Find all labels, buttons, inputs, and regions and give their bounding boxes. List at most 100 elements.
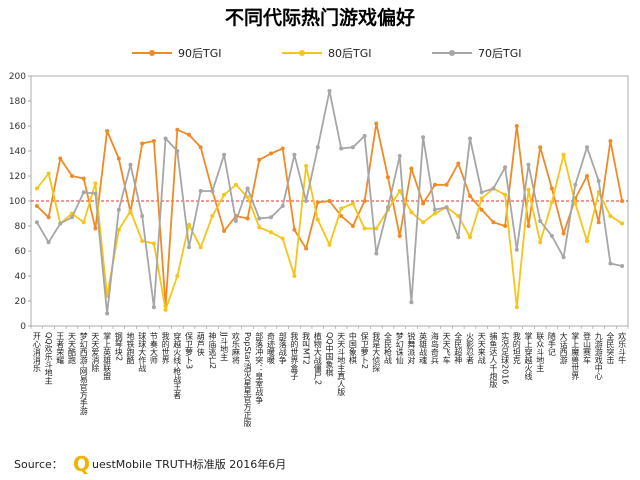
y-tick-label: 100 <box>9 197 26 207</box>
data-point <box>350 201 355 206</box>
data-point <box>397 189 402 193</box>
data-point <box>315 145 320 150</box>
data-point <box>280 204 285 208</box>
data-point <box>538 219 543 223</box>
data-point <box>128 162 133 167</box>
category-label: 梦幻诛仙 <box>395 332 404 365</box>
data-point <box>374 226 379 231</box>
data-point <box>608 214 613 218</box>
data-point <box>468 235 472 240</box>
data-point <box>350 145 355 150</box>
legend-marker <box>449 50 455 56</box>
data-point <box>549 200 554 205</box>
data-point <box>245 216 250 221</box>
legend-label: 70后TGI <box>478 47 521 60</box>
series-70后TGI <box>34 89 625 316</box>
data-point <box>140 214 145 218</box>
data-point <box>339 146 344 151</box>
category-label: 九游游戏中心 <box>594 332 603 380</box>
category-label: 大话西游 <box>559 331 568 365</box>
series-80后TGI <box>34 152 625 312</box>
category-label: 全民枪战 <box>384 331 393 365</box>
category-label: 联众斗地主 <box>536 332 545 372</box>
data-point <box>151 139 156 143</box>
data-point <box>140 141 145 146</box>
data-point <box>432 182 437 187</box>
data-point <box>93 181 98 186</box>
data-point <box>70 174 74 178</box>
data-point <box>222 229 227 233</box>
data-point <box>350 224 355 228</box>
data-point <box>187 132 191 137</box>
category-label: 掌上穿越火线 <box>524 331 533 380</box>
data-point <box>210 214 215 218</box>
y-tick-label: 140 <box>9 147 26 157</box>
data-point <box>269 151 273 156</box>
data-point <box>81 190 86 195</box>
data-point <box>456 235 461 240</box>
category-label: 保卫萝卜3 <box>185 331 194 369</box>
category-label: 我是大侦探 <box>372 331 381 372</box>
category-label: 英雄战魂 <box>419 331 428 365</box>
data-point <box>58 221 63 226</box>
data-point <box>233 219 238 223</box>
data-point <box>315 200 320 205</box>
category-label: 中国象棋 <box>348 331 357 365</box>
category-label: 部落战争 <box>278 331 287 365</box>
data-point <box>409 210 414 215</box>
category-label: 实况足球2016 <box>501 331 510 384</box>
data-point <box>549 234 554 238</box>
data-point <box>503 165 508 170</box>
category-label: 锐舞派对 <box>407 331 416 364</box>
category-label: 我的世界 <box>161 331 170 365</box>
data-point <box>304 246 309 251</box>
data-point <box>397 234 402 238</box>
y-tick-label: 40 <box>15 272 27 282</box>
data-point <box>549 186 554 191</box>
data-point <box>514 124 519 128</box>
category-labels: 开心消消乐 QQ欢乐斗地主 王者荣耀 天天酷跑 梦幻西游-网易官方手游 天天爱消除 掌上英雄… <box>32 331 626 428</box>
data-point <box>514 247 519 252</box>
data-point <box>34 204 39 208</box>
data-point <box>585 145 589 150</box>
data-point <box>175 149 180 153</box>
data-point <box>198 145 203 150</box>
data-point <box>386 175 390 180</box>
category-label: 掌上英雄联盟 <box>103 331 112 380</box>
data-point <box>257 157 262 162</box>
data-point <box>151 241 156 246</box>
category-label: 海岛奇兵 <box>430 331 439 365</box>
data-point <box>292 274 297 278</box>
data-point <box>479 207 484 212</box>
data-point <box>503 224 508 228</box>
category-label: 掌上魔兽世界 <box>571 331 580 381</box>
source-label: Source： <box>14 458 63 471</box>
source-note: Source： Q uestMobile TRUTH标准版 2016年6月 <box>14 452 286 476</box>
data-point <box>304 199 309 203</box>
category-label: 天天来战 <box>477 332 486 365</box>
category-label: 节奏大师 <box>149 332 158 365</box>
series-layer <box>34 89 625 316</box>
category-label: 我叫MT2 <box>302 331 311 365</box>
category-label: 天天酷跑 <box>68 332 77 364</box>
data-point <box>526 187 531 192</box>
category-label: 地铁跑酷 <box>126 331 135 365</box>
data-point <box>46 240 51 245</box>
category-label: 王者荣耀 <box>56 332 65 365</box>
data-point <box>374 251 379 256</box>
data-point <box>573 201 578 206</box>
y-tick-label: 20 <box>15 297 27 307</box>
category-label: 天天斗地主真人版 <box>337 332 346 397</box>
data-point <box>327 199 332 203</box>
data-point <box>175 274 180 278</box>
data-point <box>116 227 121 232</box>
source-text: uestMobile TRUTH标准版 2016年6月 <box>92 457 286 471</box>
data-point <box>374 121 379 126</box>
category-label: 奇迹暖暖 <box>267 331 276 365</box>
category-label: 全民突击 <box>606 331 615 365</box>
data-point <box>280 236 285 241</box>
data-point <box>70 215 74 220</box>
legend-label: 80后TGI <box>328 47 371 60</box>
data-point <box>245 195 250 200</box>
